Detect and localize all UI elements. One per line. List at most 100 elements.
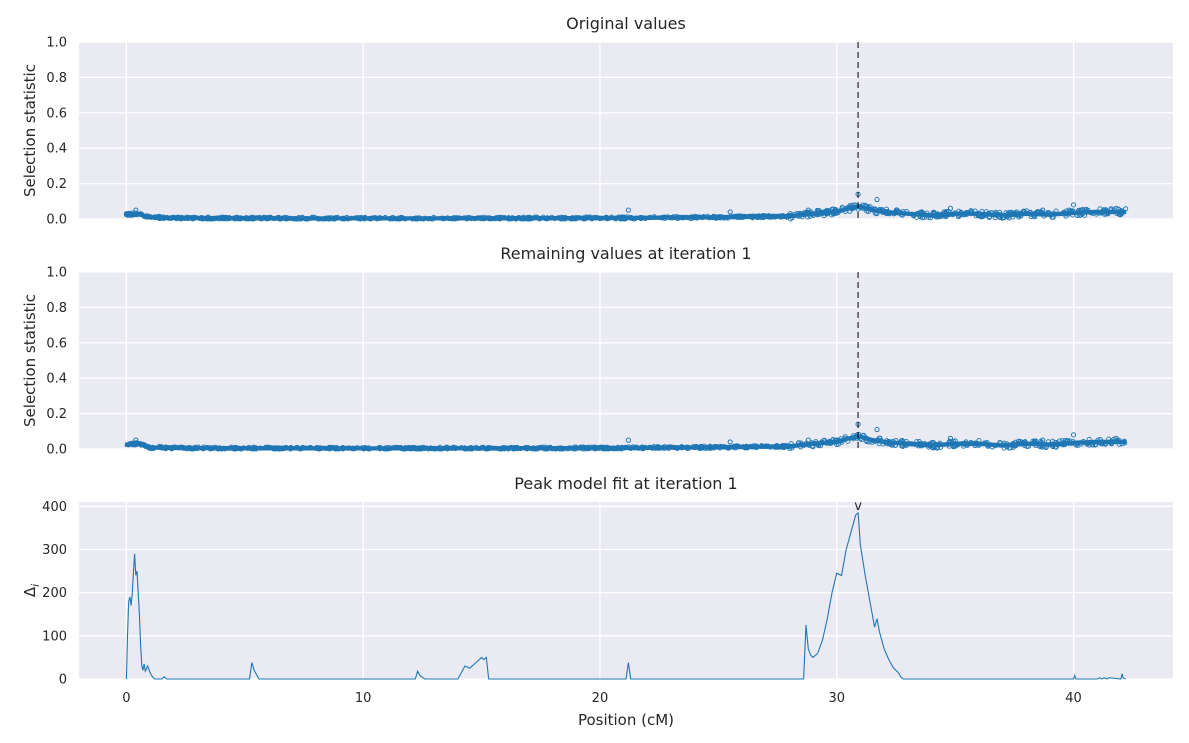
scatter-point [934,214,940,220]
scatter-point [593,214,600,220]
scatter-point [669,215,675,221]
scatter-point [300,444,306,451]
scatter-point [1004,441,1010,447]
scatter-point [752,213,758,220]
scatter-point [839,439,845,445]
scatter-point [1086,436,1092,442]
scatter-point [947,205,954,211]
scatter-point [992,443,998,449]
scatter-point [390,214,396,220]
scatter-point [746,213,752,220]
scatter-point [1109,440,1115,446]
scatter-point [787,213,793,219]
scatter-point [620,215,626,221]
scatter-point [687,215,694,222]
scatter-point [133,437,139,443]
scatter-point [772,213,778,219]
y-tick-label: 0.2 [46,177,67,192]
scatter-point [609,214,615,220]
scatter-point [557,446,563,452]
scatter-point [716,214,722,220]
scatter-point [805,207,811,213]
scatter-point [947,438,953,444]
scatter-point [1066,440,1072,446]
scatter-point [413,215,419,221]
scatter-point [1093,211,1100,217]
scatter-point [863,435,869,441]
scatter-point [428,446,434,452]
scatter-point [950,212,956,218]
scatter-point [972,208,978,214]
scatter-point [1067,438,1073,444]
scatter-point [359,445,365,451]
scatter-point [243,215,249,221]
scatter-point [674,215,680,221]
scatter-point [401,446,407,452]
scatter-point [544,446,550,452]
scatter-point [706,215,712,221]
scatter-point [543,216,549,222]
scatter-point [984,440,990,446]
scatter-point [1040,210,1046,216]
scatter-point [146,214,152,220]
scatter-point [570,216,576,222]
y-tick-label: 1.0 [46,36,67,51]
scatter-point [625,437,631,443]
scatter-point [1108,207,1114,213]
scatter-point [1033,443,1039,449]
scatter-point [523,445,529,451]
scatter-point [759,443,765,449]
scatter-point [824,211,830,217]
scatter-point [469,215,475,221]
scatter-point [428,216,434,222]
scatter-point [950,444,957,450]
scatter-point [1001,214,1007,221]
scatter-point [986,214,992,221]
scatter-point [815,211,821,217]
scatter-point [869,439,875,445]
scatter-point [1076,207,1082,213]
scatter-point [287,215,293,222]
scatter-point [766,213,772,219]
scatter-point [718,443,724,450]
scatter-point [191,215,197,221]
scatter-point [1003,210,1009,216]
scatter-point [846,205,852,211]
scatter-point [284,216,290,222]
scatter-point [874,196,880,203]
scatter-point [1061,209,1067,215]
scatter-point [584,214,591,220]
scatter-point [844,205,850,211]
scatter-point [573,216,579,222]
scatter-point [207,445,213,451]
scatter-point [352,215,358,221]
scatter-point [1061,439,1067,445]
scatter-point [734,214,740,220]
scatter-point [438,446,444,452]
scatter-point [715,444,721,450]
scatter-point [1018,439,1025,445]
scatter-point [489,445,495,451]
scatter-point [943,214,949,220]
scatter-point [741,214,747,220]
x-axis-label: Position (cM) [578,711,674,729]
scatter-point [1093,209,1100,215]
scatter-point [971,441,977,447]
scatter-point [340,444,346,451]
scatter-point [725,445,731,451]
scatter-point [1016,212,1022,218]
scatter-point [1123,206,1129,212]
scatter-point [275,215,281,221]
scatter-point [732,445,738,451]
scatter-point [962,441,968,448]
scatter-point [1095,437,1101,443]
scatter-point [1013,439,1019,445]
scatter-point [450,444,456,451]
scatter-point [166,445,172,451]
scatter-point [709,444,715,450]
scatter-point [947,435,954,441]
scatter-point [741,444,747,450]
scatter-point [212,216,218,222]
plot-background [79,42,1173,219]
scatter-point [608,446,614,452]
